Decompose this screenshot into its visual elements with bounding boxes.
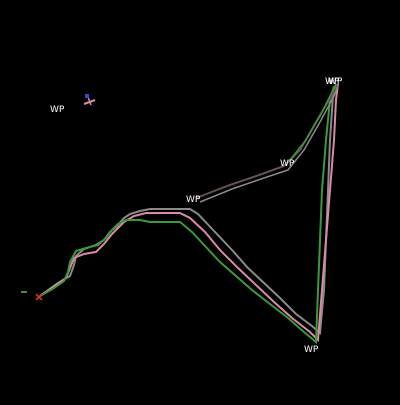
cross-marker-icon[interactable] xyxy=(35,293,43,301)
waypoint-label[interactable]: WP xyxy=(280,159,295,169)
aircraft-icon[interactable] xyxy=(83,94,96,106)
track-gray-return xyxy=(199,85,339,203)
waypoint-labels: WP WP WP WP WP WP xyxy=(50,77,343,355)
waypoint-label[interactable]: WP xyxy=(304,345,319,355)
waypoint-label[interactable]: WP xyxy=(50,105,65,115)
waypoint-label[interactable]: WP xyxy=(186,195,201,205)
track-pink xyxy=(39,83,339,343)
waypoint-label[interactable]: WP xyxy=(328,77,343,87)
track-brown xyxy=(195,84,338,199)
track-lines xyxy=(39,83,339,345)
track-green-return xyxy=(289,85,337,161)
track-gray xyxy=(39,83,337,336)
track-green xyxy=(39,85,335,345)
waypoint-label[interactable]: WP xyxy=(325,77,340,87)
